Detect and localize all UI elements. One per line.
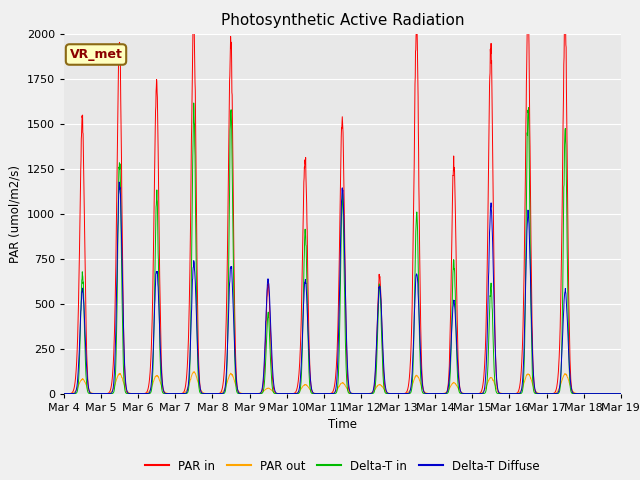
Title: Photosynthetic Active Radiation: Photosynthetic Active Radiation bbox=[221, 13, 464, 28]
Line: PAR out: PAR out bbox=[64, 372, 621, 394]
Delta-T in bbox=[580, 391, 588, 396]
PAR in bbox=[189, 7, 197, 13]
PAR in bbox=[216, 390, 223, 396]
PAR out bbox=[191, 369, 198, 375]
Delta-T Diffuse bbox=[617, 391, 625, 396]
Delta-T in bbox=[568, 390, 575, 396]
PAR out bbox=[584, 391, 591, 396]
PAR out bbox=[359, 391, 367, 396]
PAR out bbox=[568, 386, 575, 392]
Delta-T in bbox=[371, 387, 379, 393]
Delta-T Diffuse bbox=[504, 391, 512, 396]
Delta-T in bbox=[216, 391, 223, 396]
Line: Delta-T Diffuse: Delta-T Diffuse bbox=[64, 182, 621, 394]
PAR in bbox=[60, 391, 68, 396]
Delta-T in bbox=[190, 100, 198, 106]
PAR out bbox=[371, 387, 379, 393]
PAR in bbox=[359, 391, 367, 396]
PAR out bbox=[580, 391, 588, 396]
Delta-T Diffuse bbox=[371, 376, 379, 382]
PAR in bbox=[584, 391, 591, 396]
Line: Delta-T in: Delta-T in bbox=[64, 103, 621, 394]
Text: VR_met: VR_met bbox=[70, 48, 122, 61]
PAR out bbox=[60, 391, 68, 396]
Delta-T in bbox=[60, 391, 68, 396]
Delta-T Diffuse bbox=[584, 391, 591, 396]
PAR in bbox=[580, 391, 588, 396]
Delta-T in bbox=[504, 391, 512, 396]
Delta-T in bbox=[359, 391, 367, 396]
Line: PAR in: PAR in bbox=[64, 10, 621, 394]
PAR in bbox=[371, 380, 379, 385]
PAR in bbox=[568, 386, 575, 392]
Legend: PAR in, PAR out, Delta-T in, Delta-T Diffuse: PAR in, PAR out, Delta-T in, Delta-T Dif… bbox=[140, 455, 545, 478]
PAR in bbox=[504, 391, 512, 396]
Delta-T Diffuse bbox=[216, 391, 223, 396]
Y-axis label: PAR (umol/m2/s): PAR (umol/m2/s) bbox=[8, 165, 21, 263]
PAR out bbox=[617, 391, 625, 396]
Delta-T Diffuse bbox=[568, 387, 575, 393]
Delta-T Diffuse bbox=[60, 391, 68, 396]
X-axis label: Time: Time bbox=[328, 418, 357, 431]
Delta-T in bbox=[584, 391, 591, 396]
PAR in bbox=[617, 391, 625, 396]
PAR out bbox=[216, 391, 223, 396]
Delta-T Diffuse bbox=[115, 179, 123, 185]
Delta-T in bbox=[617, 391, 625, 396]
Delta-T Diffuse bbox=[580, 391, 588, 396]
PAR out bbox=[504, 391, 512, 396]
Delta-T Diffuse bbox=[359, 391, 367, 396]
